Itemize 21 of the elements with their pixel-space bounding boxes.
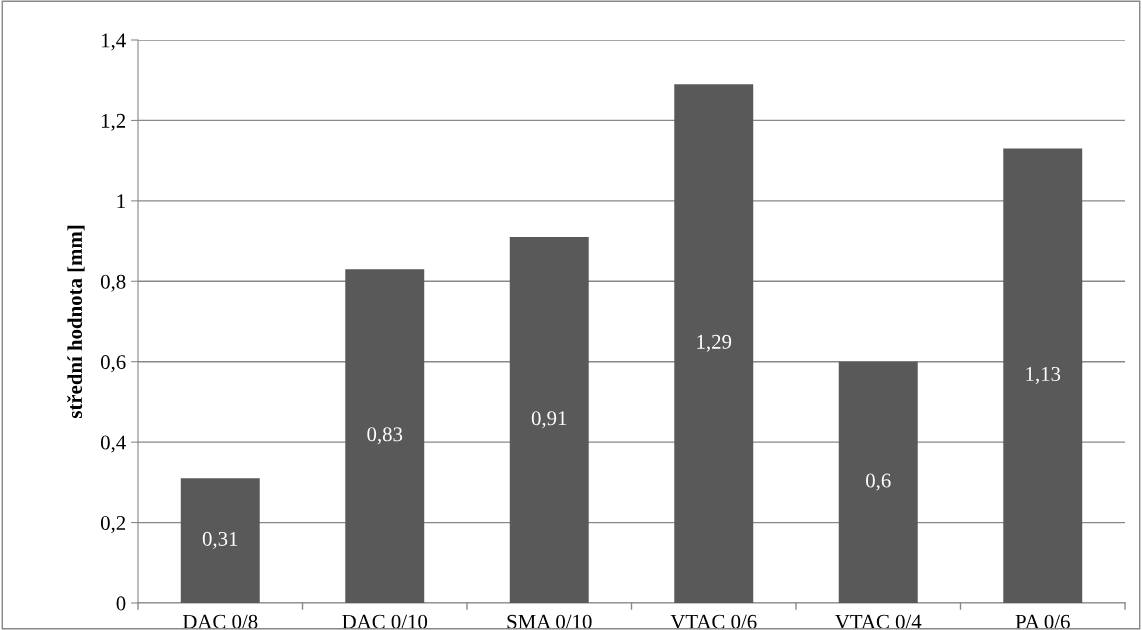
y-tick-label: 1,2	[101, 113, 126, 131]
y-tick-label: 0	[116, 596, 126, 611]
bar	[509, 237, 589, 603]
bar	[345, 269, 425, 603]
y-tick-label: 0,4	[100, 435, 126, 453]
y-tick-label: 1,4	[101, 33, 126, 51]
y-tick-label: 0,2	[100, 515, 126, 533]
data-label: 1,29	[697, 334, 732, 352]
y-tick-label: 1	[117, 194, 125, 209]
data-label: 0,91	[531, 411, 567, 429]
data-label: 0,83	[367, 427, 403, 445]
data-label: 0,31	[202, 531, 238, 549]
bar	[838, 361, 918, 603]
data-label: 0,6	[866, 473, 891, 491]
data-label: 1,13	[1026, 367, 1061, 384]
bar	[180, 478, 260, 603]
y-tick-label: 0,8	[100, 274, 126, 292]
bar	[1003, 148, 1083, 603]
y-axis-title: střední hodnota [mm]	[67, 225, 85, 419]
bar	[674, 84, 754, 603]
y-tick-label: 0,6	[100, 355, 126, 373]
